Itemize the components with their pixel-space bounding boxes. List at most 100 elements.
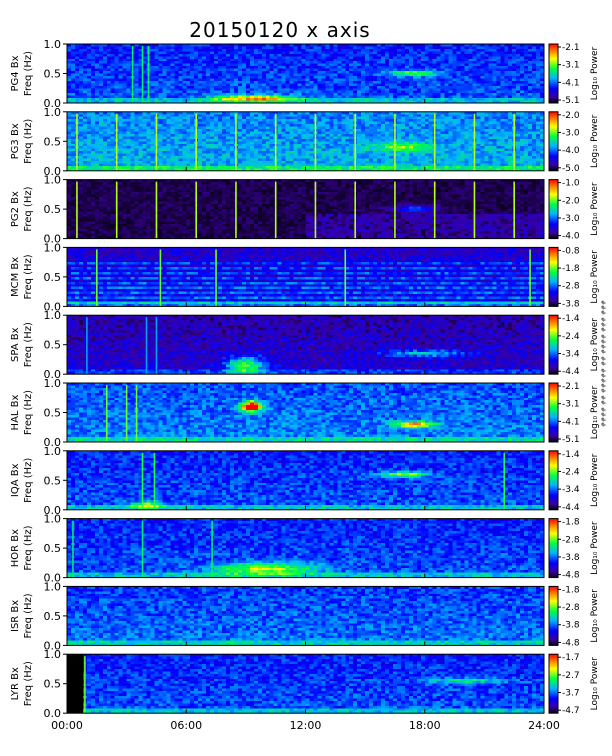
spectrogram-image: [67, 179, 544, 239]
station-label: HOR Bx: [10, 529, 21, 567]
chart-title: 20150120 x axis: [189, 18, 371, 42]
y-tick-label: 0.0: [44, 368, 62, 381]
y-tick-label: 0.0: [44, 707, 62, 720]
station-label: LYR Bx: [10, 667, 21, 700]
station-label: PG4 Bx: [10, 55, 21, 91]
y-tick-label: 1.0: [44, 106, 62, 119]
y-tick-label: 0.5: [44, 474, 62, 487]
colorbar: [548, 653, 559, 714]
colorbar-tick-label: -1.0: [562, 179, 580, 189]
spectrogram-image: [67, 586, 544, 646]
colorbar-tick-label: -4.7: [562, 706, 580, 716]
y-tick-label: 0.5: [44, 271, 62, 284]
colorbar-tick-label: -3.1: [562, 61, 580, 71]
station-label: PG3 Bx: [10, 123, 21, 159]
y-tick-label: 0.5: [44, 203, 62, 216]
colorbar: [548, 111, 559, 172]
colorbar-tick-label: -5.1: [562, 96, 580, 106]
colorbar-label: Log₁₀ Power: [590, 47, 600, 101]
freq-axis-label: Freq (Hz): [23, 51, 34, 96]
y-tick-label: 1.0: [44, 174, 62, 187]
colorbar-tick-label: -3.8: [562, 553, 580, 563]
colorbar-tick-label: -3.8: [562, 621, 580, 631]
colorbar-tick-label: -3.0: [562, 128, 580, 138]
colorbar-tick-label: -3.0: [562, 214, 580, 224]
colorbar-tick-label: -4.8: [562, 571, 580, 581]
y-tick-label: 1.0: [44, 309, 62, 322]
spectrogram-image: [67, 44, 544, 103]
y-tick-label: 1.0: [44, 580, 62, 593]
y-tick-label: 1.0: [44, 648, 62, 661]
y-tick-label: 1.0: [44, 513, 62, 526]
freq-axis-label: Freq (Hz): [23, 254, 34, 299]
colorbar-tick-label: -4.0: [562, 232, 580, 242]
freq-axis-label: Freq (Hz): [23, 458, 34, 503]
x-tick-label: 24:00: [528, 719, 560, 732]
panel-lyr: 0.0 0.5 1.0 LYR Bx Freq (Hz) -1.7 -2.7 -3.7 -4.7…: [10, 648, 600, 720]
colorbar-tick-label: -4.1: [562, 78, 580, 88]
colorbar-tick-label: -3.8: [562, 299, 580, 309]
freq-axis-label: Freq (Hz): [23, 661, 34, 706]
y-tick-label: 0.5: [44, 135, 62, 148]
colorbar-tick-label: -2.8: [562, 603, 580, 613]
station-label: SPA Bx: [10, 327, 21, 362]
spectrogram-image: [67, 383, 544, 442]
spectrogram-image: [67, 654, 544, 714]
colorbar-tick-label: -3.4: [562, 350, 580, 360]
y-tick-label: 0.5: [44, 542, 62, 555]
colorbar-tick-label: -2.1: [562, 43, 580, 53]
x-tick-label: 00:00: [51, 719, 83, 732]
panel-hal: 0.0 0.5 1.0 HAL Bx Freq (Hz) -2.1 -3.1 -4.1 -5.1…: [10, 377, 600, 449]
colorbar-tick-label: -4.8: [562, 638, 580, 648]
colorbar-tick-label: -3.4: [562, 485, 580, 495]
colorbar-label: Log₁₀ Power: [590, 114, 600, 168]
colorbar-tick-label: -2.0: [562, 196, 580, 206]
colorbar-tick-label: -0.8: [562, 246, 580, 256]
y-tick-label: 1.0: [44, 445, 62, 458]
colorbar: [548, 382, 559, 443]
colorbar-label: Log₁₀ Power: [590, 453, 600, 507]
y-tick-label: 0.5: [44, 678, 62, 691]
panel-hor: 0.0 0.5 1.0 HOR Bx Freq (Hz) -1.8 -2.8 -3.8 -4.8…: [10, 513, 600, 585]
colorbar-tick-label: -3.7: [562, 689, 580, 699]
colorbar-tick-label: -2.1: [562, 382, 580, 392]
colorbar-tick-label: -1.8: [562, 518, 580, 528]
y-tick-label: 0.0: [44, 233, 62, 246]
freq-axis-label: Freq (Hz): [23, 322, 34, 367]
x-tick-label: 18:00: [409, 719, 441, 732]
colorbar-tick-label: -2.4: [562, 467, 580, 477]
colorbar: [548, 314, 559, 375]
colorbar-label: Log₁₀ Power: [590, 182, 600, 236]
colorbar-tick-label: -1.4: [562, 450, 580, 460]
colorbar-label: Log₁₀ Power: [590, 386, 600, 440]
y-tick-label: 0.0: [44, 436, 62, 449]
colorbar-tick-label: -5.1: [562, 435, 580, 445]
colorbar: [548, 179, 559, 240]
freq-axis-label: Freq (Hz): [23, 119, 34, 164]
freq-axis-label: Freq (Hz): [23, 593, 34, 638]
y-tick-label: 0.0: [44, 300, 62, 313]
colorbar: [548, 246, 559, 307]
spectrogram-image: [67, 518, 544, 578]
panel-mcm: 0.0 0.5 1.0 MCM Bx Freq (Hz) -0.8 -1.8 -2.8 -3.8…: [10, 241, 600, 313]
panel-pg2: 0.0 0.5 1.0 PG2 Bx Freq (Hz) -1.0 -2.0 -3.0 -4.0…: [10, 174, 600, 246]
station-label: ISR Bx: [10, 600, 21, 632]
colorbar-tick-label: -2.8: [562, 282, 580, 292]
y-tick-label: 0.5: [44, 68, 62, 81]
freq-axis-label: Freq (Hz): [23, 525, 34, 570]
x-tick-label: 06:00: [170, 719, 202, 732]
station-label: PG2 Bx: [10, 191, 21, 227]
x-tick-label: 12:00: [290, 719, 322, 732]
station-label: HAL Bx: [10, 394, 21, 430]
y-tick-label: 0.5: [44, 610, 62, 623]
colorbar-tick-label: -4.1: [562, 417, 580, 427]
panel-spa: 0.0 0.5 1.0 SPA Bx Freq (Hz) -1.4 -2.4 -3.4 -4.4…: [10, 309, 600, 381]
colorbar-tick-label: -2.8: [562, 535, 580, 545]
colorbar-tick-label: -5.0: [562, 164, 580, 174]
colorbar-label: Log₁₀ Power: [590, 250, 600, 304]
colorbar-tick-label: -4.4: [562, 503, 580, 513]
y-tick-label: 1.0: [44, 241, 62, 254]
colorbar-tick-label: -2.7: [562, 671, 580, 681]
panel-isr: 0.0 0.5 1.0 ISR Bx Freq (Hz) -1.8 -2.8 -3.8 -4.8…: [10, 580, 600, 652]
freq-axis-label: Freq (Hz): [23, 390, 34, 435]
